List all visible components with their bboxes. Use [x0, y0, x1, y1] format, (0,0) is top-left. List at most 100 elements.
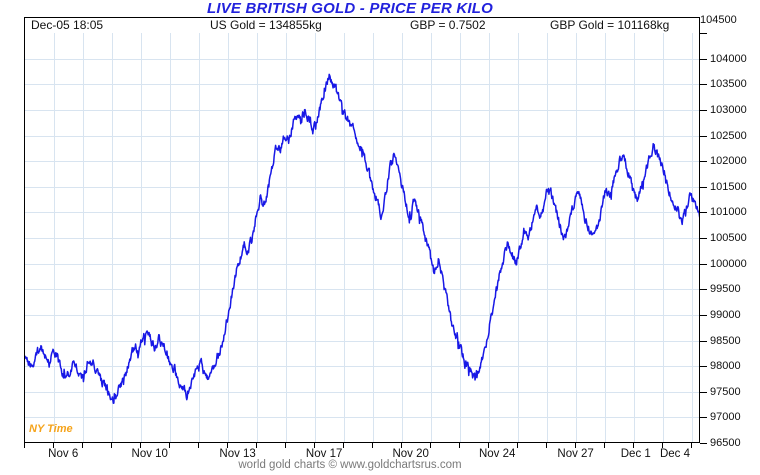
gridline-vertical [605, 33, 606, 442]
x-axis-label: Dec 1 [620, 448, 651, 460]
gridline-horizontal [25, 263, 699, 265]
y-axis: 104500 104000 103500 103000 102500 102000 1015… [700, 14, 760, 449]
x-axis-tick [430, 443, 431, 448]
y-axis-label: 104000 [710, 52, 747, 65]
quote-gbp-rate: GBP = 0.7502 [410, 18, 486, 32]
y-axis-tick [700, 391, 707, 393]
x-axis-label: Nov 24 [478, 448, 516, 460]
y-axis-label: 100000 [710, 257, 747, 270]
y-axis-tick [700, 289, 707, 291]
gridline-vertical [431, 33, 432, 442]
y-axis-label: 98000 [710, 360, 741, 373]
gridline-horizontal [25, 391, 699, 393]
y-axis-tick [700, 340, 707, 342]
x-axis-label: Nov 13 [219, 448, 256, 460]
x-axis-label: Nov 17 [305, 448, 343, 460]
chart-title: LIVE BRITISH GOLD - PRICE PER KILO [207, 0, 493, 17]
x-axis-tick [546, 443, 547, 448]
x-axis-label: Nov 10 [131, 448, 168, 460]
y-axis-tick [700, 84, 707, 86]
x-axis-tick [459, 443, 460, 448]
x-axis-tick [169, 443, 170, 448]
x-axis-tick [24, 443, 25, 448]
x-axis: Nov 6 Nov 10 Nov 13 Nov 17 Nov 20 Nov 24 Nov 2… [0, 443, 760, 461]
x-axis-label: Nov 6 [48, 448, 79, 460]
y-axis-tick [700, 161, 707, 163]
y-axis-label-top: 104500 [700, 14, 737, 26]
gridlines [25, 33, 699, 442]
price-line-series [25, 73, 699, 405]
y-axis-label: 100500 [710, 232, 747, 244]
x-axis-tick [691, 443, 692, 448]
gridline-vertical [286, 33, 287, 442]
y-axis-label: 99000 [710, 308, 741, 321]
footer-credit: world gold charts © www.goldchartsrus.co… [238, 459, 462, 471]
gridline-horizontal [25, 417, 699, 419]
gridline-horizontal [25, 366, 699, 368]
x-axis-tick [372, 443, 373, 448]
gridline-vertical [228, 33, 229, 442]
y-axis-tick [700, 366, 707, 368]
quote-timestamp: Dec-05 18:05 [31, 18, 104, 32]
gridline-vertical [112, 33, 113, 442]
gridline-vertical [692, 33, 693, 442]
y-axis-tick [700, 212, 707, 214]
gridline-vertical [518, 33, 519, 442]
x-axis-tick [53, 443, 54, 448]
y-axis-label: 99500 [710, 283, 741, 296]
gridline-vertical [460, 33, 461, 442]
y-axis-tick [700, 33, 707, 34]
gridline-vertical [315, 33, 316, 442]
y-axis-label: 103000 [710, 103, 747, 116]
x-axis-tick [575, 443, 576, 448]
gridline-horizontal [25, 314, 699, 316]
gridline-horizontal [25, 84, 699, 86]
x-axis-tick [662, 443, 663, 448]
quote-gbp-gold: GBP Gold = 101168kg [550, 18, 670, 32]
y-axis-tick [700, 443, 707, 444]
y-axis-tick [700, 238, 707, 239]
gridline-vertical [373, 33, 374, 442]
y-axis-label: 101500 [710, 180, 747, 193]
y-axis-label: 96500 [710, 437, 741, 449]
gridline-horizontal [25, 238, 699, 239]
x-axis-tick [227, 443, 228, 448]
y-axis-tick [700, 109, 707, 111]
x-axis-tick [256, 443, 257, 448]
plot-area [24, 33, 700, 443]
gridline-vertical [141, 33, 142, 442]
x-axis-tick [285, 443, 286, 448]
gridline-vertical [547, 33, 548, 442]
x-axis-tick [82, 443, 83, 448]
gridline-vertical [83, 33, 84, 442]
x-axis-tick [343, 443, 344, 448]
quote-us-gold: US Gold = 134855kg [210, 18, 322, 32]
y-axis-label: 102000 [710, 155, 747, 168]
y-axis-label: 102500 [710, 129, 747, 142]
gridline-horizontal [25, 135, 699, 137]
x-axis-tick [140, 443, 141, 448]
y-axis-label: 97500 [710, 385, 741, 398]
y-axis-tick [700, 417, 707, 419]
x-axis-label: Dec 4 [659, 448, 691, 460]
y-axis-label: 103500 [710, 78, 747, 91]
x-axis-tick [314, 443, 315, 448]
price-line [25, 73, 699, 405]
x-axis-tick [198, 443, 199, 448]
gridline-horizontal [25, 186, 699, 188]
x-axis-tick [604, 443, 605, 448]
gridline-vertical [576, 33, 577, 442]
gridline-vertical [344, 33, 345, 442]
gridline-horizontal [25, 58, 699, 60]
gridline-vertical [257, 33, 258, 442]
gridline-vertical [402, 33, 403, 442]
gridline-horizontal [25, 289, 699, 291]
gridline-horizontal [25, 340, 699, 342]
y-axis-tick [700, 186, 707, 188]
y-axis-tick [700, 58, 707, 60]
x-axis-tick [401, 443, 402, 448]
timezone-label: NY Time [29, 423, 73, 435]
x-axis-label: Nov 27 [557, 448, 594, 460]
y-axis-tick [700, 314, 707, 316]
